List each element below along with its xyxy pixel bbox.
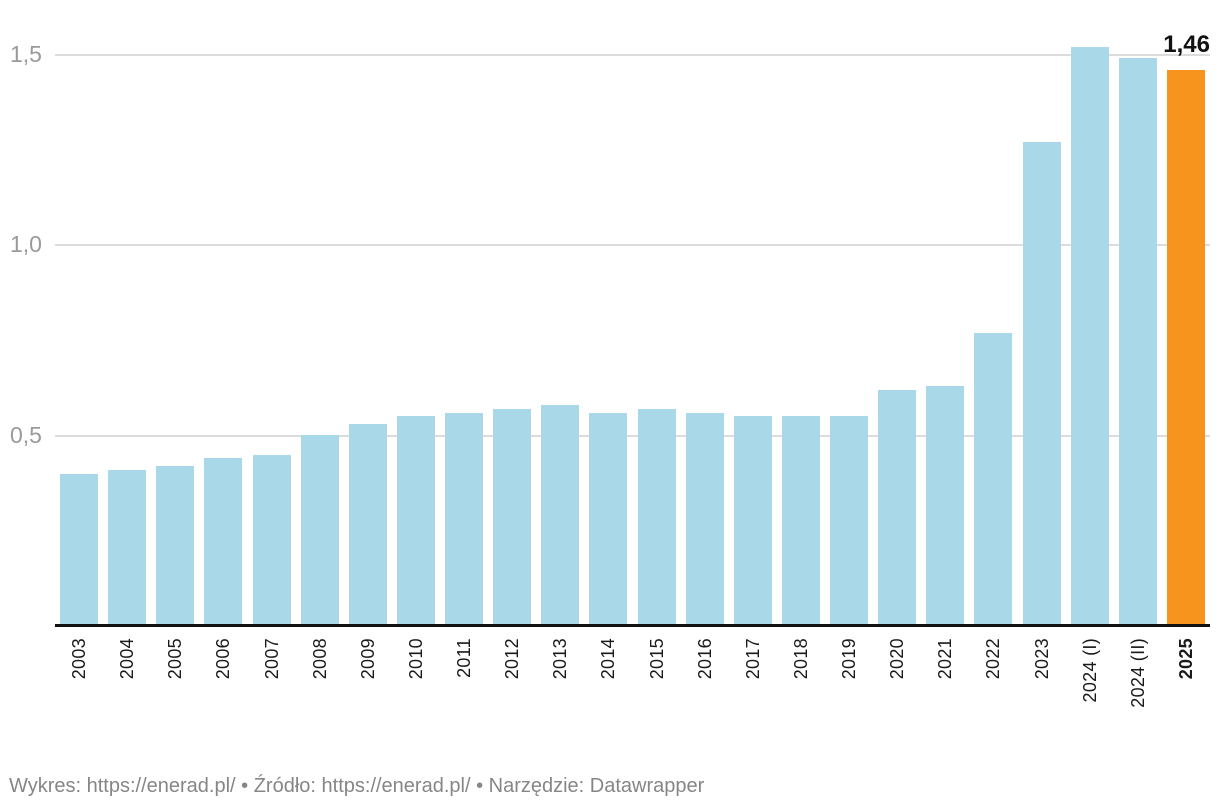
gridline: [55, 244, 1210, 246]
x-axis-label: 2010: [405, 638, 426, 680]
footer-source-link[interactable]: https://enerad.pl/: [321, 775, 471, 797]
x-axis-label: 2018: [790, 638, 811, 680]
x-axis-label: 2014: [598, 638, 619, 680]
footer-chart-link[interactable]: https://enerad.pl/: [86, 775, 236, 797]
bar: [637, 409, 676, 626]
bar: [1166, 70, 1205, 626]
x-axis-label: 2017: [742, 638, 763, 680]
x-axis-label: 2024 (I): [1079, 638, 1100, 703]
y-tick-label: 1,5: [10, 40, 42, 67]
footer-separator: •: [470, 775, 489, 797]
bar: [445, 413, 484, 626]
x-axis-label: 2004: [117, 638, 138, 680]
bar: [204, 458, 243, 626]
gridline: [55, 53, 1210, 56]
footer-source-label: Źródło:: [253, 775, 322, 797]
bar: [733, 416, 772, 626]
bar: [300, 435, 339, 626]
x-axis-label: 2025: [1175, 638, 1196, 680]
bar: [493, 409, 532, 626]
x-axis-label: 2024 (II): [1127, 638, 1148, 708]
x-axis-label: 2012: [502, 638, 523, 680]
x-axis-label: 2013: [550, 638, 571, 680]
bar: [348, 424, 387, 626]
bar: [926, 386, 965, 626]
x-axis-baseline: [55, 624, 1210, 627]
bar: [830, 416, 869, 626]
x-axis-label: 2009: [357, 638, 378, 680]
y-tick-label: 0,5: [10, 421, 42, 448]
x-axis-label: 2020: [887, 638, 908, 680]
x-axis-label: 2005: [165, 638, 186, 680]
chart-footer: Wykres: https://enerad.pl/ • Źródło: htt…: [9, 775, 704, 798]
bar: [1070, 47, 1109, 626]
x-axis-label: 2022: [983, 638, 1004, 680]
bar: [1022, 142, 1061, 626]
x-axis-label: 2007: [261, 638, 282, 680]
bar: [781, 416, 820, 626]
bar: [974, 333, 1013, 626]
x-axis-label: 2016: [694, 638, 715, 680]
x-axis-label: 2023: [1031, 638, 1052, 680]
x-axis-label: 2003: [69, 638, 90, 680]
bar: [1118, 58, 1157, 626]
bar: [589, 413, 628, 626]
x-axis-label: 2008: [309, 638, 330, 680]
bar: [396, 416, 435, 626]
x-axis-label: 2006: [213, 638, 234, 680]
bar: [60, 474, 99, 626]
bar: [878, 390, 917, 626]
footer-separator: •: [235, 775, 254, 797]
y-tick-label: 1,0: [10, 231, 42, 257]
bar-chart: 1,46 0,5 1,0 1,5 2003 2004 2005 2006 2007 2008 20…: [10, 31, 1210, 708]
footer-tool-link[interactable]: Datawrapper: [589, 775, 705, 797]
x-axis-label: 2011: [454, 638, 475, 678]
x-axis-label: 2019: [839, 638, 860, 680]
bar: [156, 466, 195, 626]
bar: [252, 455, 291, 626]
bar: [541, 405, 580, 626]
bar: [685, 413, 724, 626]
footer-tool-label: Narzędzie:: [488, 775, 590, 797]
x-axis-label: 2015: [646, 638, 667, 680]
x-axis-label: 2021: [935, 638, 956, 680]
bar: [108, 470, 147, 626]
footer-chart-label: Wykres:: [9, 775, 87, 797]
highlight-value-label: 1,46: [1163, 31, 1210, 58]
gridline: [55, 434, 1210, 437]
